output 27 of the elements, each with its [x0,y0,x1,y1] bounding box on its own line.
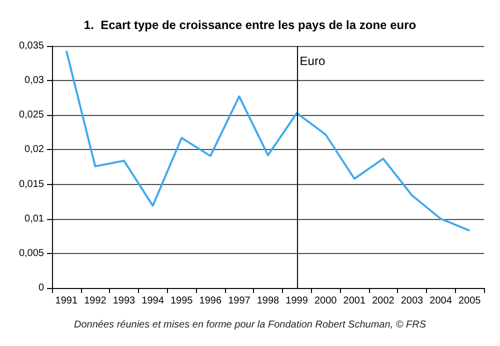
x-tick-label: 2001 [343,296,366,306]
x-tick-label: 1997 [228,296,251,306]
y-tick-label: 0,01 [24,213,44,224]
text: Données réunies et mises en forme pour la Fondation Robert Schuman, © FRS [74,320,426,330]
y-tick-label: 0,02 [24,144,44,156]
x-tick-label: 2005 [458,296,482,306]
y-tick-label: 0,025 [18,110,44,121]
x-tick-label: 1993 [112,296,136,306]
y-tick-label: 0,015 [18,178,44,190]
x-tick-label: 1992 [84,296,107,306]
x-tick-label: 1994 [142,296,164,306]
chart-title: 1. Ecart type de croissance entre les pays de la zone euro [84,18,416,32]
x-tick-label: 1999 [286,296,308,306]
line-series [65,50,471,232]
x-tick-label: 1998 [256,296,280,306]
x-tick-label: 2002 [372,296,395,306]
y-tick-label: 0,03 [24,75,44,86]
y-tick-label: 0 [38,282,44,294]
x-tick-label: 2000 [314,296,338,306]
y-tick-label: 0,035 [18,40,44,52]
ref-line-label: Euro [300,54,326,68]
x-tick-label: 1991 [55,296,78,306]
x-tick-label: 2003 [400,296,424,306]
x-tick-label: 1996 [199,296,222,306]
x-tick-label: 1995 [170,296,194,306]
x-tick-label: 2004 [430,296,452,306]
y-tick-label: 0,005 [18,248,44,259]
